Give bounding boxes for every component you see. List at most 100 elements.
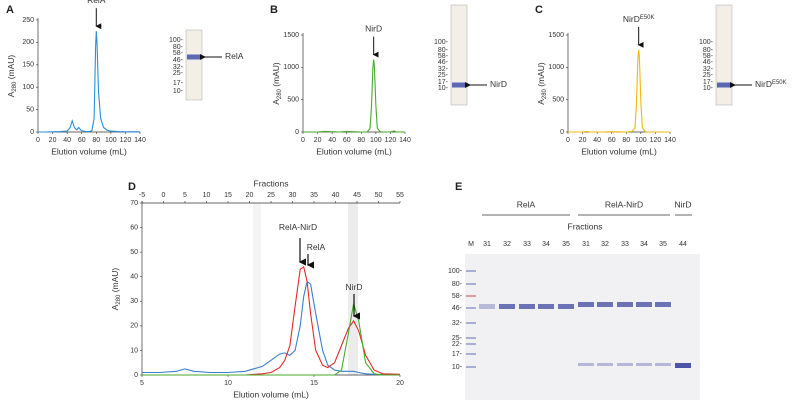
peak-annotation-sup: E50K bbox=[640, 14, 655, 20]
x-tick-label: 140 bbox=[399, 137, 411, 144]
inset-marker: 58- bbox=[438, 53, 449, 60]
y-tick-label: 500 bbox=[287, 97, 299, 104]
x-axis-label: Elution volume (mL) bbox=[233, 389, 309, 399]
x2-tick-label: 35 bbox=[310, 192, 318, 199]
inset-label: NirDE50K bbox=[755, 79, 787, 89]
x-axis-label: Elution volume (mL) bbox=[581, 146, 657, 156]
x-tick-label: 60 bbox=[608, 137, 616, 144]
marker-label: 25- bbox=[452, 335, 463, 342]
x-tick-label: 100 bbox=[635, 137, 647, 144]
gel-band bbox=[675, 363, 691, 368]
y-axis-label: A280 (mAU) bbox=[110, 268, 121, 311]
inset-marker: 32- bbox=[703, 66, 714, 73]
series-line bbox=[142, 303, 400, 376]
x-tick-label: 60 bbox=[78, 137, 86, 144]
y-axis-label-rest: (mAU) bbox=[271, 62, 281, 89]
gel-band bbox=[519, 304, 535, 309]
peak-annotation-main: NirD bbox=[346, 282, 363, 292]
gel-band bbox=[597, 302, 613, 307]
y-tick-label: 250 bbox=[22, 17, 34, 24]
inset-label-main: RelA bbox=[225, 51, 244, 61]
inset-gel bbox=[185, 29, 203, 101]
group-label: RelA bbox=[517, 199, 536, 209]
inset-marker: 10- bbox=[173, 88, 184, 95]
y-axis-label: A280 (mAU) bbox=[6, 55, 17, 98]
peak-annotation-main: RelA bbox=[87, 0, 106, 5]
gel-band bbox=[617, 302, 633, 307]
x2-tick-label: 45 bbox=[353, 192, 361, 199]
x2-tick-label: 25 bbox=[267, 192, 275, 199]
panel-letter: B bbox=[270, 4, 278, 16]
inset-marker: 58- bbox=[703, 53, 714, 60]
y-tick-label: 0 bbox=[560, 129, 564, 136]
inset-marker: 80- bbox=[703, 47, 714, 54]
ladder-band bbox=[466, 295, 476, 297]
x-tick-label: 15 bbox=[310, 380, 318, 387]
lane-label: 35 bbox=[562, 241, 570, 248]
inset-marker: 100- bbox=[169, 37, 184, 44]
marker-label: 17- bbox=[452, 351, 463, 358]
gel-band bbox=[655, 363, 671, 366]
y-axis-label-main: A bbox=[110, 304, 120, 310]
inset-marker: 80- bbox=[173, 44, 184, 51]
series-line bbox=[142, 280, 400, 376]
peak-annotation: NirD bbox=[346, 282, 363, 292]
ladder-band bbox=[466, 322, 476, 324]
gel bbox=[465, 254, 700, 400]
x2-tick-label: 10 bbox=[203, 192, 211, 199]
inset-marker: 25- bbox=[438, 72, 449, 79]
x-tick-label: 0 bbox=[566, 137, 570, 144]
panel-letter: D bbox=[128, 181, 136, 193]
inset-marker: 58- bbox=[173, 50, 184, 57]
ladder-band bbox=[466, 307, 476, 309]
inset-marker: 46- bbox=[703, 59, 714, 66]
lane-label: 44 bbox=[679, 241, 687, 248]
y-tick-label: 50 bbox=[26, 106, 34, 113]
x-tick-label: 40 bbox=[593, 137, 601, 144]
gel-band bbox=[597, 363, 613, 366]
gel-band bbox=[558, 304, 574, 309]
x-axis-label: Elution volume (mL) bbox=[316, 146, 392, 156]
inset-marker: 10- bbox=[438, 85, 449, 92]
y-axis-label-sub: 280 bbox=[277, 88, 283, 99]
marker-label: 46- bbox=[452, 305, 463, 312]
y-tick-label: 40 bbox=[130, 274, 138, 281]
x-tick-label: 80 bbox=[622, 137, 630, 144]
lane-label: 31 bbox=[582, 241, 590, 248]
y-axis-label-rest: (mAU) bbox=[536, 62, 546, 89]
y-axis-label-rest: (mAU) bbox=[6, 55, 16, 82]
inset-band bbox=[187, 54, 201, 60]
inset-marker: 17- bbox=[173, 80, 184, 87]
x2-tick-label: -5 bbox=[139, 192, 145, 199]
inset-marker: 17- bbox=[438, 79, 449, 86]
series-line bbox=[38, 31, 140, 133]
x-tick-label: 140 bbox=[664, 137, 676, 144]
series-line bbox=[568, 49, 670, 133]
marker-label: 32- bbox=[452, 320, 463, 327]
x-tick-label: 140 bbox=[134, 137, 146, 144]
y-tick-label: 1000 bbox=[283, 64, 299, 71]
y-axis-label-sub: 280 bbox=[542, 88, 548, 99]
y-axis-label: A280 (mAU) bbox=[536, 62, 547, 105]
lane-label: 33 bbox=[621, 241, 629, 248]
x-tick-label: 20 bbox=[314, 137, 322, 144]
x-tick-label: 20 bbox=[49, 137, 57, 144]
marker-label: 100- bbox=[448, 268, 463, 275]
x-tick-label: 5 bbox=[140, 380, 144, 387]
lane-label: 32 bbox=[503, 241, 511, 248]
x-tick-label: 120 bbox=[650, 137, 662, 144]
marker-label: 22- bbox=[452, 341, 463, 348]
ladder-band bbox=[466, 337, 476, 339]
inset-label-main: NirD bbox=[490, 79, 507, 89]
x2-tick-label: 20 bbox=[246, 192, 254, 199]
inset-marker: 100- bbox=[699, 39, 714, 46]
y-tick-label: 150 bbox=[22, 62, 34, 69]
gel-band bbox=[636, 363, 652, 366]
x-tick-label: 0 bbox=[36, 137, 40, 144]
series-line bbox=[303, 59, 405, 133]
x2-tick-label: 40 bbox=[332, 192, 340, 199]
gel-band bbox=[636, 302, 652, 307]
inset-marker: 17- bbox=[703, 79, 714, 86]
group-label: NirD bbox=[675, 199, 692, 209]
